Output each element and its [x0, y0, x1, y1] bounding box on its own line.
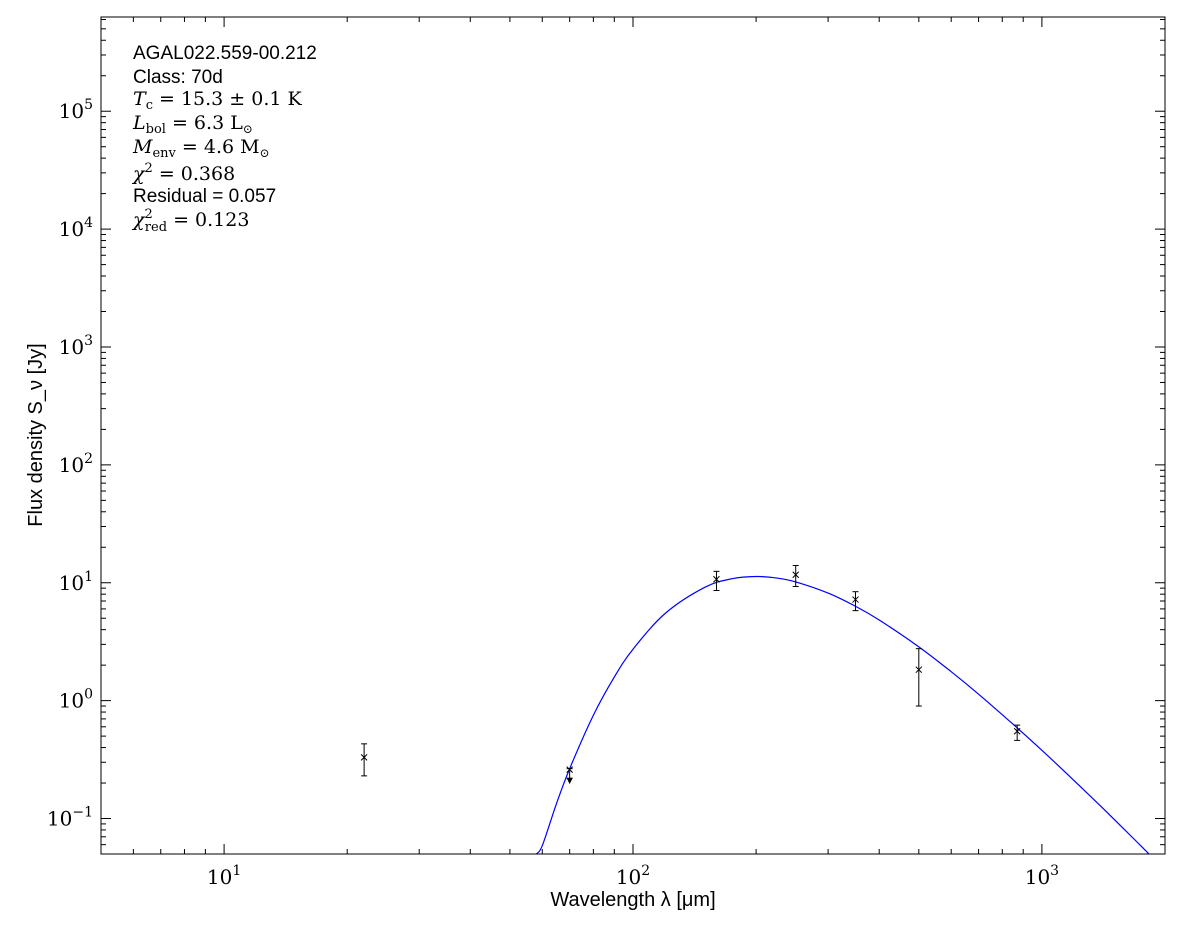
data-points	[360, 565, 1021, 785]
x-tick-label: 102	[616, 863, 650, 889]
reduced-chi-squared: χ2 red = 0.123	[131, 207, 249, 235]
model-curve-group	[535, 575, 1150, 854]
x-tick-labels: 101 102 103	[207, 863, 1059, 889]
x-marker	[852, 596, 859, 603]
x-marker	[566, 766, 574, 773]
luminosity: Lbol = 6.3 L⊙	[132, 112, 253, 137]
plot-frame	[100, 16, 1166, 855]
x-tick-label: 103	[1025, 863, 1059, 889]
y-tick-label: 100	[59, 687, 93, 713]
data-point	[915, 648, 923, 707]
data-point	[360, 743, 368, 777]
x-marker	[792, 571, 800, 579]
data-point	[1013, 724, 1021, 741]
x-tick-label: 101	[207, 863, 241, 889]
axis-ticks	[100, 17, 1166, 855]
x-marker	[360, 754, 368, 761]
y-axis-label: Flux density S_ν [Jy]	[25, 343, 47, 526]
y-tick-label: 10−1	[47, 805, 93, 831]
model-curve	[535, 575, 1150, 854]
data-point	[852, 591, 859, 612]
upper-limit-arrow	[566, 778, 573, 785]
y-tick-labels: 10−1 100 101 102 103 104 105	[47, 97, 93, 830]
residual: Residual = 0.057	[133, 186, 276, 207]
x-marker	[713, 575, 720, 583]
source-name: AGAL022.559-00.212	[133, 43, 317, 64]
y-tick-label: 105	[59, 97, 93, 123]
x-marker	[1013, 727, 1021, 735]
data-point	[792, 565, 800, 587]
y-tick-label: 102	[59, 451, 93, 477]
data-point	[713, 570, 720, 591]
y-tick-label: 103	[59, 333, 93, 359]
y-tick-label: 101	[59, 569, 93, 595]
envelope-mass: Menv = 4.6 M⊙	[132, 136, 270, 161]
x-axis-label: Wavelength λ [μm]	[550, 889, 715, 911]
chi-squared: χ2 = 0.368	[131, 161, 235, 185]
y-tick-label: 104	[59, 215, 93, 241]
temperature: Tc = 15.3 ± 0.1 K	[133, 88, 303, 113]
x-marker	[915, 666, 923, 674]
source-class: Class: 70d	[133, 67, 223, 88]
data-point	[566, 766, 574, 785]
annotation-box: AGAL022.559-00.212 Class: 70d Tc = 15.3 …	[131, 43, 317, 235]
